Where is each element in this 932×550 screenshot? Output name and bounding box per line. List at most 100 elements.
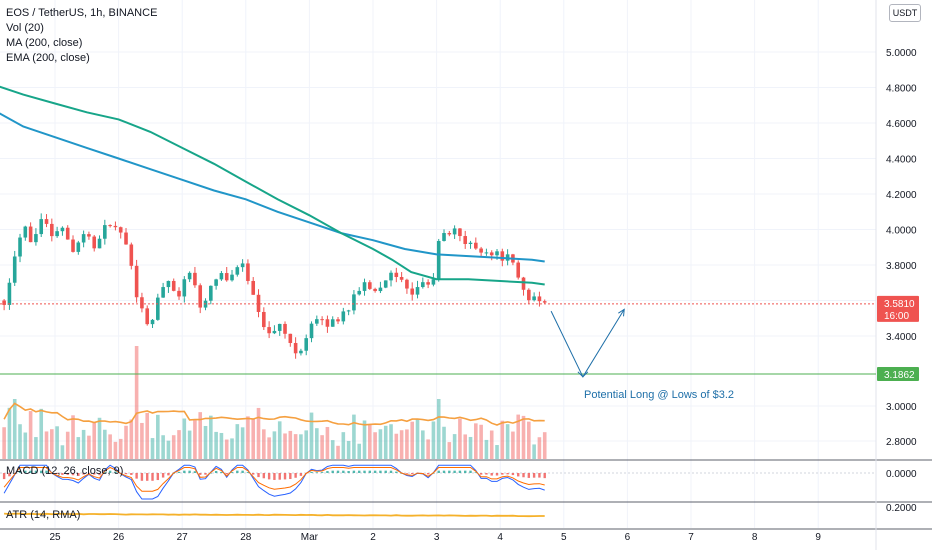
candle-82[interactable] <box>436 238 441 282</box>
symbol-title[interactable]: EOS / TetherUS, 1h, BINANCE <box>6 7 158 19</box>
candle-40[interactable] <box>214 278 218 290</box>
candle-92[interactable] <box>489 250 494 261</box>
candle-8[interactable] <box>44 214 49 228</box>
candle-25[interactable] <box>134 259 139 303</box>
candle-58[interactable] <box>309 321 314 343</box>
candle-13[interactable] <box>71 235 75 253</box>
candle-86[interactable] <box>458 228 462 242</box>
candle-28[interactable] <box>150 318 155 329</box>
candle-37[interactable] <box>198 283 203 314</box>
indicator-ma[interactable]: MA (200, close) <box>6 37 83 49</box>
candle-84[interactable] <box>447 230 452 237</box>
candlesticks[interactable] <box>2 213 547 359</box>
candle-10[interactable] <box>55 226 59 238</box>
candle-76[interactable] <box>405 278 409 294</box>
candle-69[interactable] <box>368 280 372 291</box>
candle-54[interactable] <box>288 333 293 347</box>
candle-15[interactable] <box>81 230 86 248</box>
candle-14[interactable] <box>76 240 81 255</box>
candle-6[interactable] <box>34 228 38 246</box>
candle-44[interactable] <box>235 265 240 277</box>
candle-78[interactable] <box>415 280 420 299</box>
candle-11[interactable] <box>60 226 65 236</box>
candle-97[interactable] <box>516 260 521 280</box>
candle-4[interactable] <box>23 225 28 241</box>
candle-51[interactable] <box>272 325 277 335</box>
candle-62[interactable] <box>330 316 335 327</box>
candle-41[interactable] <box>219 271 224 281</box>
candle-49[interactable] <box>262 307 266 330</box>
candle-87[interactable] <box>463 230 468 249</box>
candle-89[interactable] <box>474 237 478 250</box>
indicator-volume[interactable]: Vol (20) <box>6 22 44 34</box>
annotations[interactable]: Potential Long @ Lows of $3.2 3.581016:00… <box>0 295 919 401</box>
candle-19[interactable] <box>103 219 107 245</box>
macd-label[interactable]: MACD (12, 26, close, 9) <box>6 465 124 477</box>
candle-16[interactable] <box>87 231 91 240</box>
candle-33[interactable] <box>177 287 181 300</box>
candle-102[interactable] <box>542 299 547 304</box>
candle-42[interactable] <box>224 266 229 282</box>
candle-85[interactable] <box>452 225 457 239</box>
candle-50[interactable] <box>267 321 271 339</box>
candle-83[interactable] <box>442 229 446 242</box>
candle-52[interactable] <box>277 323 282 336</box>
candle-101[interactable] <box>537 291 542 307</box>
candle-29[interactable] <box>156 293 160 321</box>
candle-66[interactable] <box>352 290 356 315</box>
candle-99[interactable] <box>527 288 531 305</box>
candle-73[interactable] <box>389 270 393 287</box>
candle-17[interactable] <box>92 234 97 252</box>
candle-7[interactable] <box>39 213 44 238</box>
candle-63[interactable] <box>336 317 340 325</box>
candle-26[interactable] <box>140 292 144 313</box>
level-price-badge[interactable]: 3.1862 <box>877 366 919 381</box>
candle-53[interactable] <box>283 321 287 339</box>
candle-36[interactable] <box>193 266 197 288</box>
candle-34[interactable] <box>182 276 187 303</box>
candle-24[interactable] <box>129 242 134 270</box>
candle-64[interactable] <box>341 307 346 325</box>
candle-59[interactable] <box>315 315 319 326</box>
candle-0[interactable] <box>2 299 6 311</box>
candle-75[interactable] <box>399 272 404 283</box>
candle-27[interactable] <box>145 305 150 326</box>
candle-22[interactable] <box>118 226 123 239</box>
candle-2[interactable] <box>12 250 17 286</box>
candle-12[interactable] <box>65 225 70 240</box>
annotation-text[interactable]: Potential Long @ Lows of $3.2 <box>584 389 734 401</box>
candle-98[interactable] <box>521 276 526 296</box>
candle-39[interactable] <box>209 285 213 305</box>
candle-1[interactable] <box>7 278 12 310</box>
candle-72[interactable] <box>383 280 388 289</box>
candle-43[interactable] <box>230 269 234 282</box>
candle-20[interactable] <box>108 224 112 228</box>
candle-48[interactable] <box>256 289 261 318</box>
indicator-ema[interactable]: EMA (200, close) <box>6 52 90 64</box>
candle-35[interactable] <box>187 271 192 283</box>
atr-label[interactable]: ATR (14, RMA) <box>6 509 81 521</box>
candle-3[interactable] <box>18 233 22 263</box>
candle-56[interactable] <box>299 348 303 356</box>
candle-55[interactable] <box>293 337 298 359</box>
candle-30[interactable] <box>161 282 165 298</box>
candle-32[interactable] <box>171 278 176 292</box>
candle-70[interactable] <box>373 287 377 293</box>
candle-61[interactable] <box>325 315 330 333</box>
candle-5[interactable] <box>28 222 33 243</box>
candle-90[interactable] <box>479 246 483 257</box>
candle-46[interactable] <box>246 259 250 285</box>
candle-77[interactable] <box>410 282 415 301</box>
currency-badge[interactable]: USDT <box>889 4 921 22</box>
candle-23[interactable] <box>124 228 128 245</box>
candle-21[interactable] <box>113 221 118 231</box>
candle-88[interactable] <box>468 240 473 249</box>
candle-100[interactable] <box>532 292 536 302</box>
candle-57[interactable] <box>304 334 309 356</box>
candle-79[interactable] <box>421 277 425 289</box>
candle-31[interactable] <box>166 280 171 293</box>
candle-74[interactable] <box>394 267 399 283</box>
candle-18[interactable] <box>97 235 102 249</box>
